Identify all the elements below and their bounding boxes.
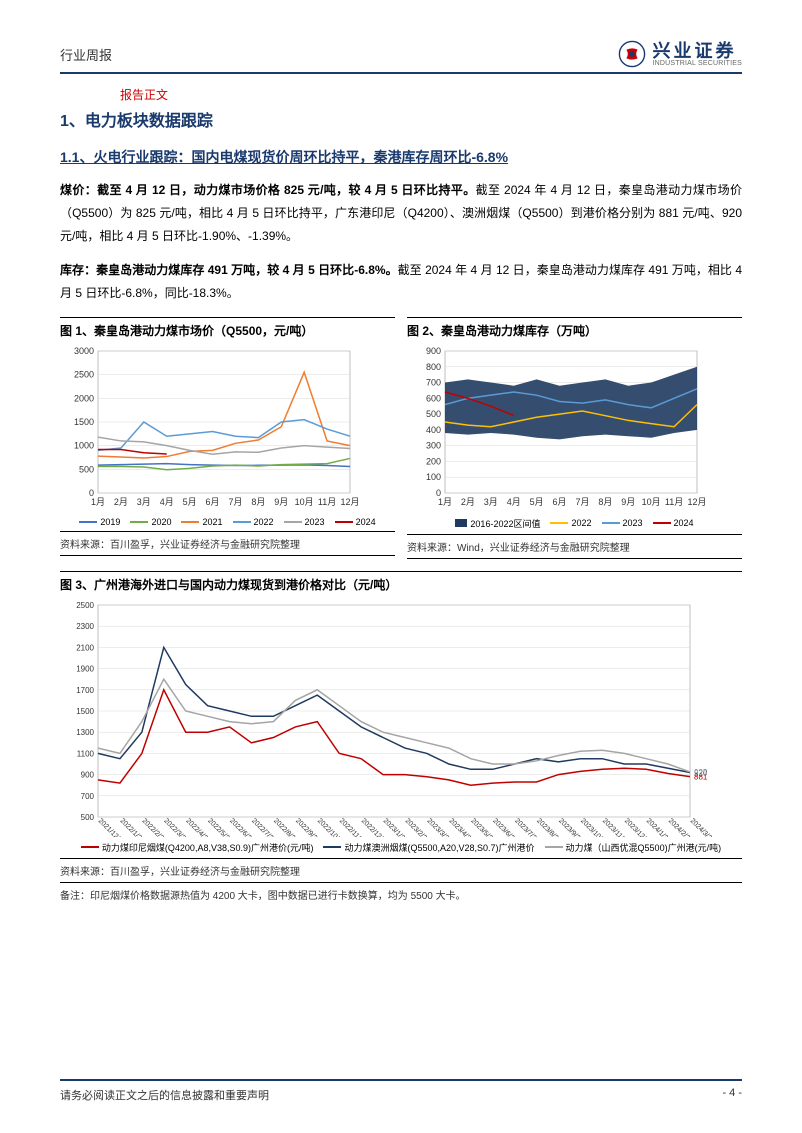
svg-text:800: 800 xyxy=(426,362,441,372)
section-1-1-heading: 1.1、火电行业跟踪：国内电煤现货价周环比持平，秦港库存周环比-6.8% xyxy=(60,147,742,167)
svg-text:500: 500 xyxy=(426,409,441,419)
chart-1-title: 图 1、秦皇岛港动力煤市场价（Q5500，元/吨） xyxy=(60,317,395,339)
svg-text:10月: 10月 xyxy=(295,497,314,507)
svg-text:1000: 1000 xyxy=(74,441,94,451)
chart-2-title: 图 2、秦皇岛港动力煤库存（万吨） xyxy=(407,317,742,339)
svg-text:6月: 6月 xyxy=(206,497,220,507)
svg-text:1500: 1500 xyxy=(76,707,94,716)
svg-text:1月: 1月 xyxy=(91,497,105,507)
svg-text:925: 925 xyxy=(694,768,708,777)
svg-text:700: 700 xyxy=(426,378,441,388)
svg-text:9月: 9月 xyxy=(621,497,635,507)
svg-text:1500: 1500 xyxy=(74,417,94,427)
svg-text:4月: 4月 xyxy=(160,497,174,507)
svg-text:12月: 12月 xyxy=(687,497,706,507)
svg-text:8月: 8月 xyxy=(251,497,265,507)
svg-text:900: 900 xyxy=(81,771,95,780)
svg-text:400: 400 xyxy=(426,425,441,435)
svg-text:9月: 9月 xyxy=(274,497,288,507)
svg-text:700: 700 xyxy=(81,792,95,801)
svg-text:500: 500 xyxy=(81,813,95,822)
section-1-heading: 1、电力板块数据跟踪 xyxy=(60,107,742,131)
chart-2: 01002003004005006007008009001月2月3月4月5月6月… xyxy=(407,343,742,535)
chart-3-title: 图 3、广州港海外进口与国内动力煤现货到港价格对比（元/吨） xyxy=(60,571,742,593)
svg-text:12月: 12月 xyxy=(340,497,359,507)
svg-text:11月: 11月 xyxy=(665,497,683,507)
svg-text:1100: 1100 xyxy=(77,749,95,758)
svg-text:1月: 1月 xyxy=(438,497,452,507)
svg-text:2300: 2300 xyxy=(76,622,94,631)
svg-text:100: 100 xyxy=(426,472,441,482)
svg-text:3月: 3月 xyxy=(484,497,498,507)
svg-text:500: 500 xyxy=(79,464,94,474)
paragraph-inventory: 库存：秦皇岛港动力煤库存 491 万吨，较 4 月 5 日环比-6.8%。截至 … xyxy=(60,259,742,305)
footer-disclaimer: 请务必阅读正文之后的信息披露和重要声明 xyxy=(60,1087,269,1103)
chart-3: 500 700 900 1100 1300 1500 1700 1900 2100 2300 250… xyxy=(60,597,742,859)
logo-text-en: INDUSTRIAL SECURITIES xyxy=(652,60,742,67)
company-logo: 兴业证券 INDUSTRIAL SECURITIES xyxy=(618,40,742,68)
svg-text:2100: 2100 xyxy=(76,643,94,652)
chart-3-note: 备注：印尼烟煤价格数据源热值为 4200 大卡，图中数据已进行卡数换算，均为 5… xyxy=(60,883,742,906)
svg-text:900: 900 xyxy=(426,346,441,356)
paragraph-coal-price: 煤价：截至 4 月 12 日，动力煤市场价格 825 元/吨，较 4 月 5 日… xyxy=(60,179,742,247)
chart-3-source: 资料来源：百川盈孚，兴业证券经济与金融研究院整理 xyxy=(60,859,742,883)
svg-text:2月: 2月 xyxy=(461,497,475,507)
svg-text:7月: 7月 xyxy=(575,497,589,507)
svg-text:5月: 5月 xyxy=(530,497,544,507)
chart-2-source: 资料来源：Wind，兴业证券经济与金融研究院整理 xyxy=(407,535,742,559)
logo-text-cn: 兴业证券 xyxy=(652,42,742,60)
svg-text:4月: 4月 xyxy=(507,497,521,507)
svg-text:10月: 10月 xyxy=(642,497,661,507)
svg-text:1900: 1900 xyxy=(76,665,94,674)
svg-text:200: 200 xyxy=(426,456,441,466)
page-number: - 4 - xyxy=(722,1087,742,1103)
svg-text:2500: 2500 xyxy=(76,601,94,610)
svg-text:3000: 3000 xyxy=(74,346,94,356)
svg-text:1700: 1700 xyxy=(76,686,94,695)
chart-1: 0500100015002000250030001月2月3月4月5月6月7月8月… xyxy=(60,343,395,532)
svg-text:600: 600 xyxy=(426,393,441,403)
chart-1-source: 资料来源：百川盈孚，兴业证券经济与金融研究院整理 xyxy=(60,532,395,556)
logo-icon xyxy=(618,40,646,68)
page-header: 行业周报 兴业证券 INDUSTRIAL SECURITIES xyxy=(60,40,742,74)
svg-text:2024/3/31: 2024/3/31 xyxy=(689,817,716,837)
svg-text:6月: 6月 xyxy=(553,497,567,507)
report-category: 行业周报 xyxy=(60,45,112,64)
page-footer: 请务必阅读正文之后的信息披露和重要声明 - 4 - xyxy=(60,1079,742,1103)
svg-text:2500: 2500 xyxy=(74,370,94,380)
report-body-label: 报告正文 xyxy=(120,86,742,103)
svg-text:11月: 11月 xyxy=(318,497,336,507)
svg-text:5月: 5月 xyxy=(183,497,197,507)
svg-text:2000: 2000 xyxy=(74,393,94,403)
svg-text:2月: 2月 xyxy=(114,497,128,507)
svg-text:300: 300 xyxy=(426,441,441,451)
svg-text:7月: 7月 xyxy=(228,497,242,507)
svg-text:8月: 8月 xyxy=(598,497,612,507)
svg-text:3月: 3月 xyxy=(137,497,151,507)
svg-text:1300: 1300 xyxy=(76,728,94,737)
